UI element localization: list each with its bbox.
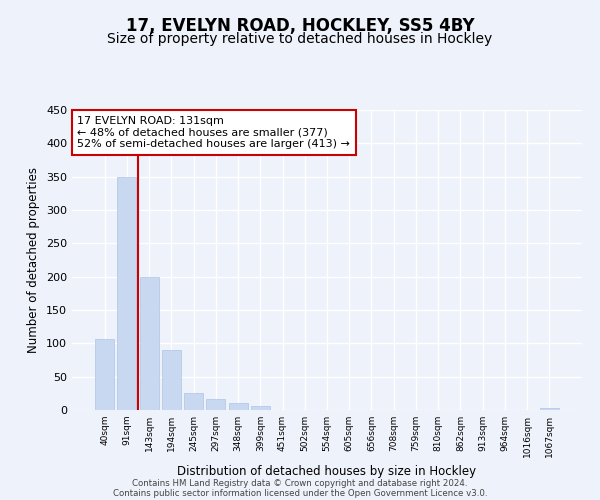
Bar (206, 398, 225, 410)
Bar (95, 338, 114, 410)
Bar (251, 406, 270, 410)
Bar (118, 176, 136, 410)
Text: 17, EVELYN ROAD, HOCKLEY, SS5 4BY: 17, EVELYN ROAD, HOCKLEY, SS5 4BY (125, 18, 475, 36)
Text: Contains public sector information licensed under the Open Government Licence v3: Contains public sector information licen… (113, 488, 487, 498)
Bar (140, 276, 158, 410)
X-axis label: Distribution of detached houses by size in Hockley: Distribution of detached houses by size … (178, 466, 476, 478)
Bar (162, 350, 181, 410)
Y-axis label: Number of detached properties: Number of detached properties (28, 167, 40, 353)
Bar (229, 404, 248, 410)
Text: 17 EVELYN ROAD: 131sqm
← 48% of detached houses are smaller (377)
52% of semi-de: 17 EVELYN ROAD: 131sqm ← 48% of detached… (77, 116, 350, 149)
Bar (540, 408, 559, 410)
Text: Contains HM Land Registry data © Crown copyright and database right 2024.: Contains HM Land Registry data © Crown c… (132, 478, 468, 488)
Bar (184, 394, 203, 410)
Text: Size of property relative to detached houses in Hockley: Size of property relative to detached ho… (107, 32, 493, 46)
